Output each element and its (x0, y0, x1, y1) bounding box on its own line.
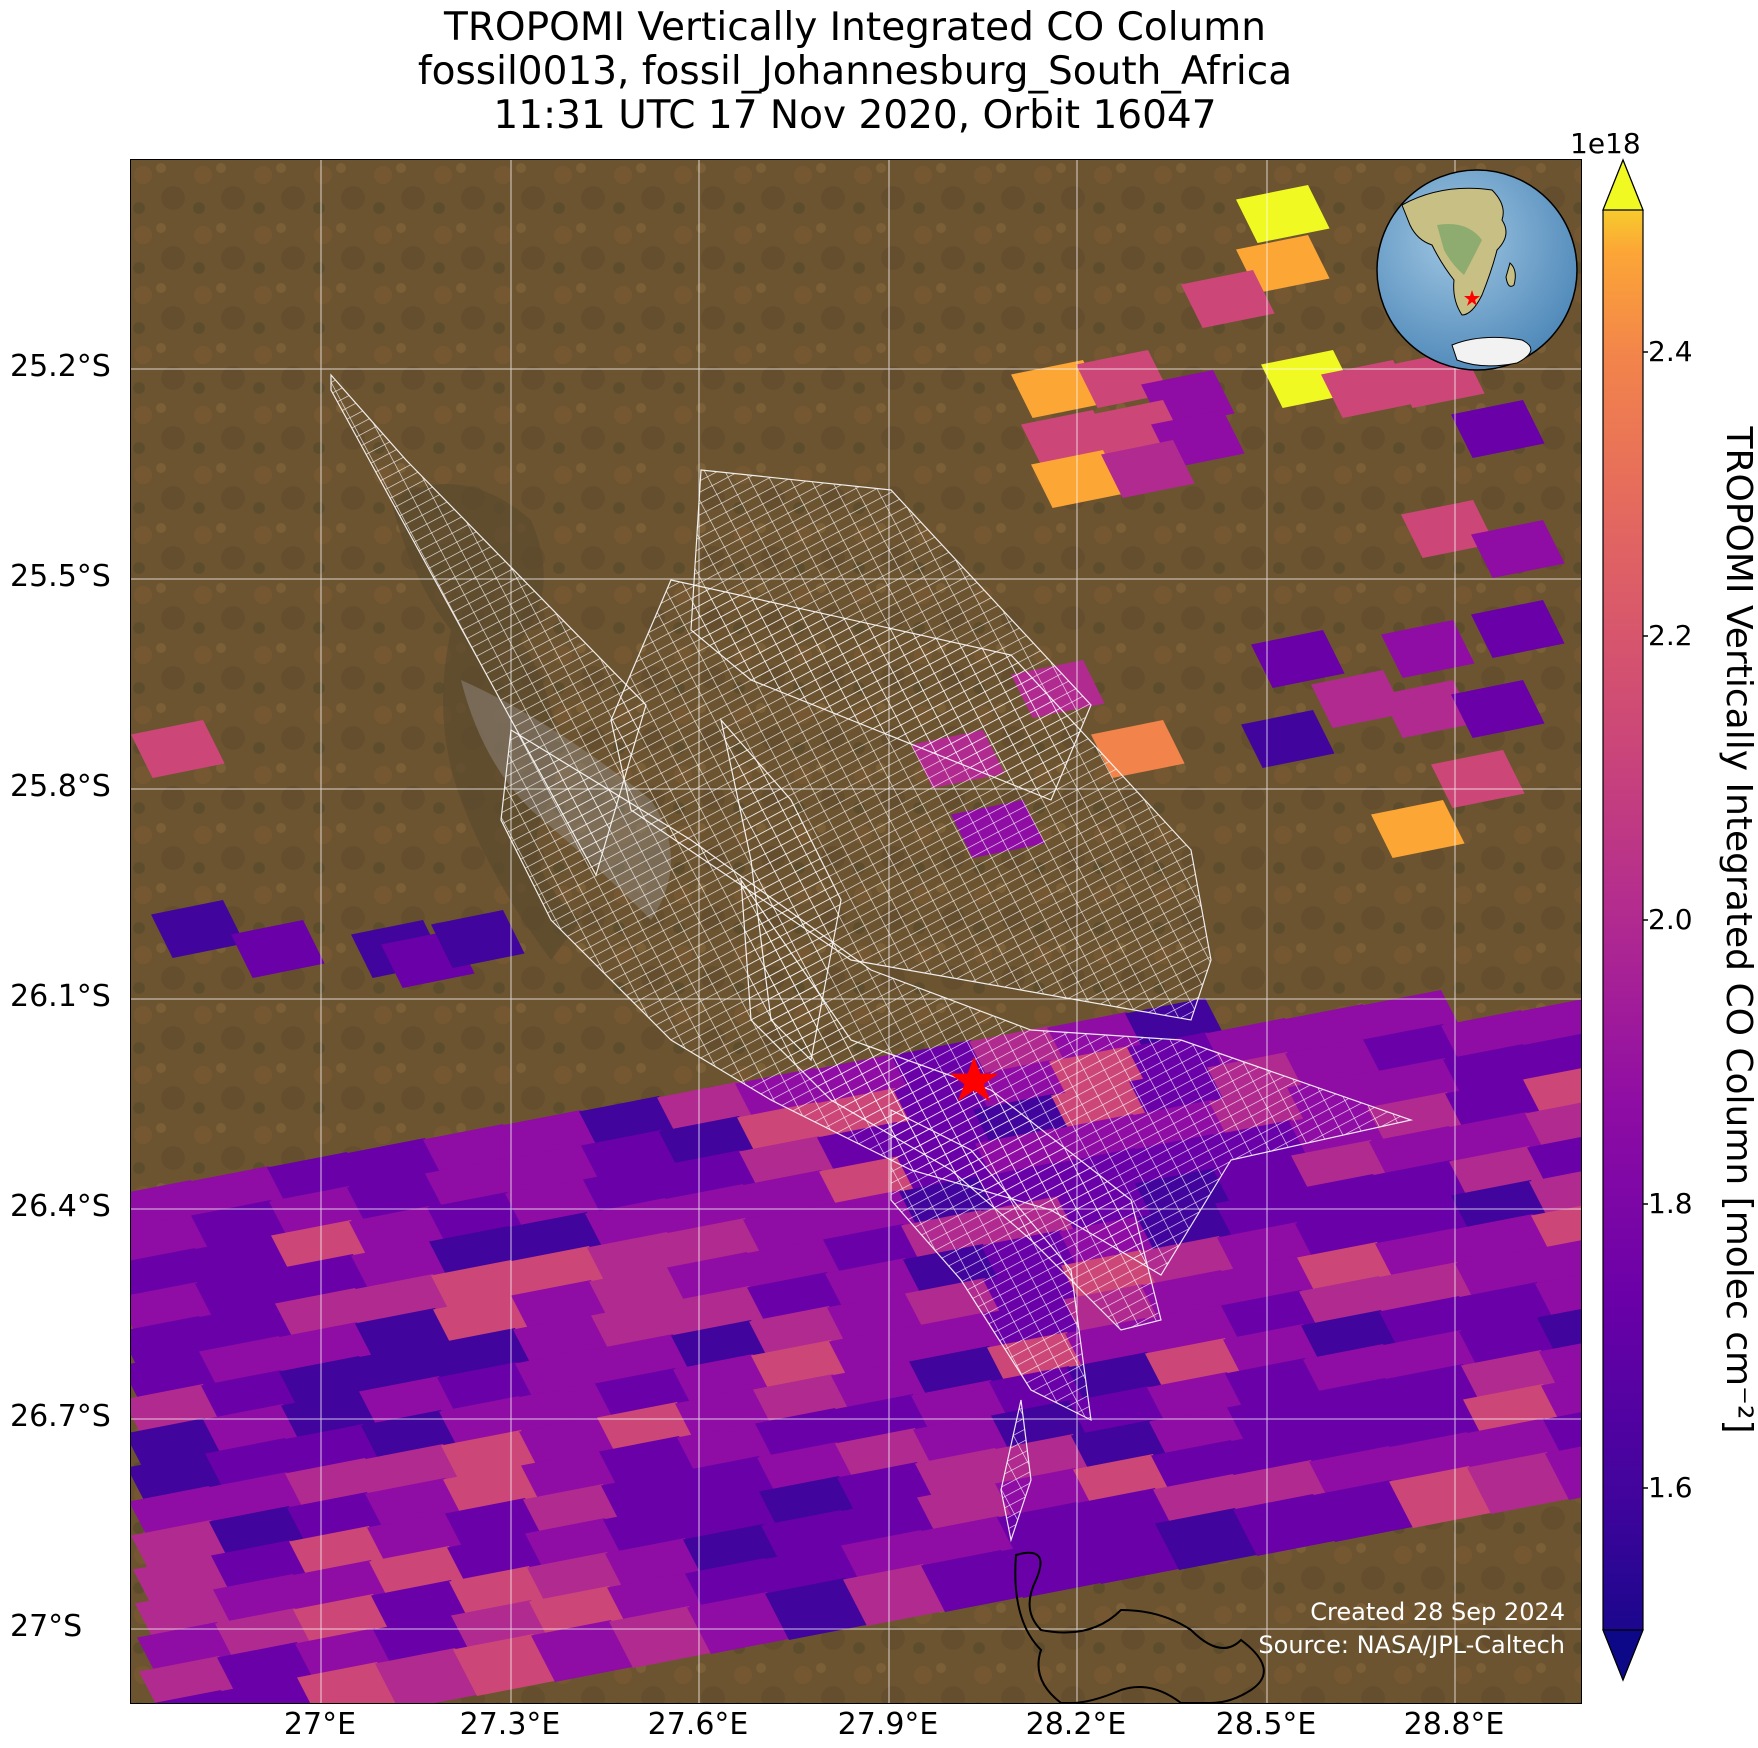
target-strip-8 (1000, 1399, 1032, 1543)
co-pixel (1431, 750, 1525, 808)
colorbar-extend-min (1602, 1629, 1644, 1682)
globe-madagascar (1505, 262, 1516, 287)
co-pixel (1401, 500, 1495, 558)
co-pixel (1381, 620, 1475, 678)
co-pixel (1471, 520, 1565, 578)
co-pixel (431, 910, 525, 968)
co-pixel (453, 1634, 557, 1696)
lon-tick-label: 28.8°E (1403, 1707, 1505, 1742)
co-pixel (1545, 1446, 1581, 1500)
co-pixel (1233, 1494, 1337, 1556)
globe-star-icon (1464, 290, 1480, 306)
lon-tick-label: 28.5°E (1215, 1707, 1317, 1742)
target-strip-1 (330, 373, 647, 877)
target-strip-6 (719, 717, 842, 1062)
co-pixel (153, 1690, 228, 1703)
colorbar-tick-label: 1.8 (1648, 1187, 1693, 1220)
co-pixel (609, 1606, 713, 1668)
colorbar-tick-label: 1.6 (1648, 1471, 1693, 1504)
co-pixel (843, 1564, 947, 1626)
target-strip-4 (500, 728, 1414, 1276)
co-pixel (1451, 400, 1545, 458)
lat-tick-label: 25.2°S (10, 349, 111, 384)
co-pixel (1311, 670, 1405, 728)
co-pixel (1451, 680, 1545, 738)
co-pixel (151, 900, 245, 958)
co-pixel (1031, 450, 1125, 508)
footer-source: Source: NASA/JPL-Caltech (1258, 1631, 1565, 1659)
co-pixel (1101, 440, 1195, 498)
co-pixel (1389, 1466, 1493, 1528)
co-pixel (921, 1550, 1025, 1612)
colorbar-gradient (1602, 158, 1644, 1682)
lon-tick-label: 27°E (283, 1707, 357, 1742)
grid-lines (131, 160, 1581, 1703)
lat-tick-label: 26.7°S (10, 1399, 111, 1434)
colorbar-tick-label: 2.0 (1648, 903, 1693, 936)
colorbar-label: TROPOMI Vertically Integrated CO Column … (1718, 426, 1758, 1434)
title-line-1: TROPOMI Vertically Integrated CO Column (444, 5, 1266, 50)
co-pixel (1371, 800, 1465, 858)
co-pixel (1321, 360, 1415, 418)
colorbar-tick-label: 2.4 (1648, 335, 1693, 368)
globe-inset (1376, 169, 1578, 371)
co-pixel (1091, 720, 1185, 778)
map-canvas: Created 28 Sep 2024 Source: NASA/JPL-Cal… (131, 160, 1581, 1703)
target-footprint-mesh (330, 373, 1414, 1543)
lon-tick-label: 28.2°E (1025, 1707, 1127, 1742)
co-pixel (1241, 710, 1335, 768)
lat-tick-label: 26.1°S (10, 979, 111, 1014)
lat-tick-label: 26.4°S (10, 1189, 111, 1224)
colorbar-tick-label: 2.2 (1648, 619, 1693, 652)
target-strip-7 (890, 1109, 1092, 1422)
co-pixel (1311, 1480, 1415, 1542)
target-strip-5 (740, 877, 1162, 1331)
colorbar-exponent: 1e18 (1570, 127, 1641, 160)
co-pixel (1155, 1508, 1259, 1570)
co-pixel (1467, 1452, 1571, 1514)
title-line-2: fossil0013, fossil_Johannesburg_South_Af… (417, 49, 1293, 94)
site-marker-star (949, 1056, 999, 1102)
co-pixel (219, 1676, 313, 1703)
map-panel[interactable]: Created 28 Sep 2024 Source: NASA/JPL-Cal… (130, 159, 1582, 1704)
lesotho-border (1014, 1551, 1265, 1703)
globe-antarctica (1451, 336, 1532, 367)
co-pixel (131, 720, 225, 778)
lon-tick-label: 27.9°E (837, 1707, 939, 1742)
footer-created: Created 28 Sep 2024 (1310, 1598, 1565, 1626)
co-pixel (531, 1620, 635, 1682)
colorbar (1602, 158, 1648, 1682)
co-pixel (1181, 270, 1275, 328)
lat-tick-label: 25.5°S (10, 559, 111, 594)
colorbar-extend-max (1602, 158, 1644, 211)
co-pixel (1251, 630, 1345, 688)
globe-vegetation (1437, 224, 1482, 275)
co-pixel (375, 1648, 479, 1703)
co-pixel (1077, 1522, 1181, 1584)
title-line-3: 11:31 UTC 17 Nov 2020, Orbit 16047 (493, 93, 1217, 138)
co-pixel (1236, 185, 1330, 243)
target-strip-3 (610, 579, 1212, 1021)
co-pixel (297, 1662, 399, 1703)
lat-tick-label: 27°S (10, 1609, 83, 1644)
lon-tick-label: 27.3°E (459, 1707, 561, 1742)
co-pixel (1236, 235, 1330, 293)
lon-tick-label: 27.6°E (647, 1707, 749, 1742)
lat-tick-label: 25.8°S (10, 769, 111, 804)
co-pixel (1471, 600, 1565, 658)
co-pixel (231, 920, 325, 978)
co-pixel (765, 1578, 869, 1640)
co-pixel (687, 1592, 791, 1654)
